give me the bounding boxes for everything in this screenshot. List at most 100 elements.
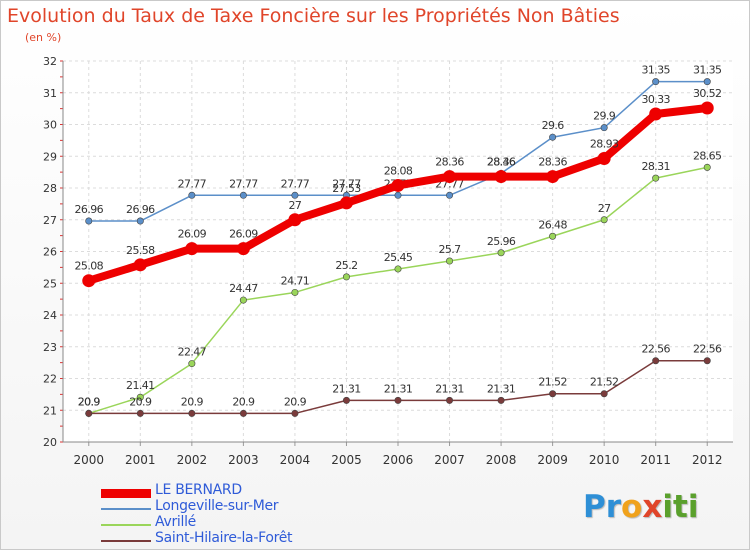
data-point-avrille	[188, 360, 196, 368]
x-tick-label: 2006	[383, 453, 414, 467]
x-tick-label: 2010	[589, 453, 620, 467]
data-point-longeville-sur-mer	[394, 191, 402, 199]
data-label-longeville-sur-mer: 27.77	[178, 177, 207, 190]
data-label-saint-hilaire-la-foret: 21.52	[538, 376, 567, 389]
data-point-longeville-sur-mer	[188, 191, 196, 199]
x-tick-label: 2004	[280, 453, 311, 467]
data-label-avrille: 26.48	[538, 218, 567, 231]
data-point-saint-hilaire-la-foret	[136, 409, 144, 417]
y-tick-label: 31	[43, 87, 57, 100]
legend-swatch	[101, 508, 151, 510]
data-point-le-bernard	[546, 170, 560, 184]
data-point-saint-hilaire-la-foret	[600, 390, 608, 398]
x-tick-label: 2012	[692, 453, 723, 467]
data-label-avrille: 28.65	[693, 149, 722, 162]
data-point-longeville-sur-mer	[136, 217, 144, 225]
legend-item: LE BERNARD	[101, 482, 401, 501]
x-tick-label: 2008	[486, 453, 517, 467]
y-tick-label: 23	[43, 341, 57, 354]
data-point-le-bernard	[597, 151, 611, 165]
x-tick-label: 2002	[177, 453, 208, 467]
data-label-le-bernard: 28.36	[435, 156, 464, 169]
data-label-longeville-sur-mer: 26.96	[126, 203, 155, 216]
data-label-avrille: 28.31	[641, 160, 670, 173]
data-label-saint-hilaire-la-foret: 20.9	[181, 395, 204, 408]
data-label-le-bernard: 28.36	[538, 156, 567, 169]
data-label-saint-hilaire-la-foret: 20.9	[78, 395, 101, 408]
data-point-saint-hilaire-la-foret	[239, 409, 247, 417]
data-point-saint-hilaire-la-foret	[291, 409, 299, 417]
data-label-saint-hilaire-la-foret: 21.52	[590, 376, 619, 389]
data-label-saint-hilaire-la-foret: 22.56	[693, 343, 722, 356]
data-point-saint-hilaire-la-foret	[85, 409, 93, 417]
x-tick-label: 2007	[434, 453, 465, 467]
data-point-saint-hilaire-la-foret	[446, 396, 454, 404]
data-point-avrille	[136, 393, 144, 401]
data-point-le-bernard	[82, 274, 96, 288]
data-point-le-bernard	[391, 178, 405, 192]
data-label-avrille: 25.45	[384, 251, 413, 264]
data-point-avrille	[446, 257, 454, 265]
data-label-saint-hilaire-la-foret: 21.31	[435, 382, 464, 395]
data-label-le-bernard: 25.08	[75, 260, 104, 273]
y-tick-label: 22	[43, 373, 57, 386]
data-point-longeville-sur-mer	[549, 133, 557, 141]
y-tick-label: 30	[43, 119, 57, 132]
data-point-le-bernard	[339, 196, 353, 210]
data-label-le-bernard: 28.36	[487, 156, 516, 169]
legend-label: LE BERNARD	[155, 482, 242, 498]
data-point-le-bernard	[443, 170, 457, 184]
data-label-le-bernard: 27.53	[332, 182, 361, 195]
legend-swatch	[101, 540, 151, 542]
y-tick-label: 21	[43, 404, 57, 417]
data-label-longeville-sur-mer: 27.77	[281, 177, 310, 190]
data-point-avrille	[652, 174, 660, 182]
data-point-avrille	[342, 273, 350, 281]
x-tick-label: 2003	[228, 453, 259, 467]
data-label-saint-hilaire-la-foret: 20.9	[129, 395, 152, 408]
y-tick-label: 28	[43, 182, 57, 195]
data-label-longeville-sur-mer: 27.77	[229, 177, 258, 190]
legend-label: Saint-Hilaire-la-Forêt	[155, 530, 293, 546]
proxiti-logo: Proxiti	[583, 489, 699, 525]
data-label-le-bernard: 30.52	[693, 87, 722, 100]
y-tick-label: 25	[43, 277, 57, 290]
data-point-saint-hilaire-la-foret	[703, 357, 711, 365]
chart-unit-label: (en %)	[25, 31, 62, 44]
data-point-le-bernard	[700, 101, 714, 115]
x-tick-label: 2005	[331, 453, 362, 467]
x-tick-label: 2000	[73, 453, 104, 467]
chart-title: Evolution du Taux de Taxe Foncière sur l…	[7, 5, 620, 27]
data-label-avrille: 24.71	[281, 274, 310, 287]
data-point-longeville-sur-mer	[85, 217, 93, 225]
data-label-le-bernard: 26.09	[178, 228, 207, 241]
y-tick-label: 24	[43, 309, 57, 322]
data-label-longeville-sur-mer: 29.9	[593, 110, 616, 123]
data-point-avrille	[549, 232, 557, 240]
data-label-saint-hilaire-la-foret: 20.9	[232, 395, 255, 408]
legend-item: Longeville-sur-Mer	[101, 498, 401, 517]
y-tick-label: 26	[43, 246, 57, 259]
data-label-avrille: 25.2	[335, 259, 357, 272]
y-tick-label: 27	[43, 214, 57, 227]
legend-swatch	[101, 488, 151, 498]
data-point-le-bernard	[649, 107, 663, 121]
data-label-avrille: 21.41	[126, 379, 155, 392]
data-label-saint-hilaire-la-foret: 21.31	[384, 382, 413, 395]
data-point-saint-hilaire-la-foret	[549, 390, 557, 398]
data-label-le-bernard: 28.08	[384, 164, 413, 177]
data-label-le-bernard: 28.93	[590, 137, 619, 150]
legend-label: Longeville-sur-Mer	[155, 498, 279, 514]
data-point-le-bernard	[236, 242, 250, 256]
data-point-longeville-sur-mer	[239, 191, 247, 199]
data-label-longeville-sur-mer: 29.6	[542, 119, 565, 132]
data-label-avrille: 25.7	[438, 243, 461, 256]
data-label-longeville-sur-mer: 31.35	[693, 64, 722, 77]
data-point-longeville-sur-mer	[652, 78, 660, 86]
x-tick-label: 2001	[125, 453, 156, 467]
x-tick-label: 2011	[640, 453, 671, 467]
data-label-saint-hilaire-la-foret: 22.56	[641, 343, 670, 356]
y-tick-label: 29	[43, 150, 57, 163]
